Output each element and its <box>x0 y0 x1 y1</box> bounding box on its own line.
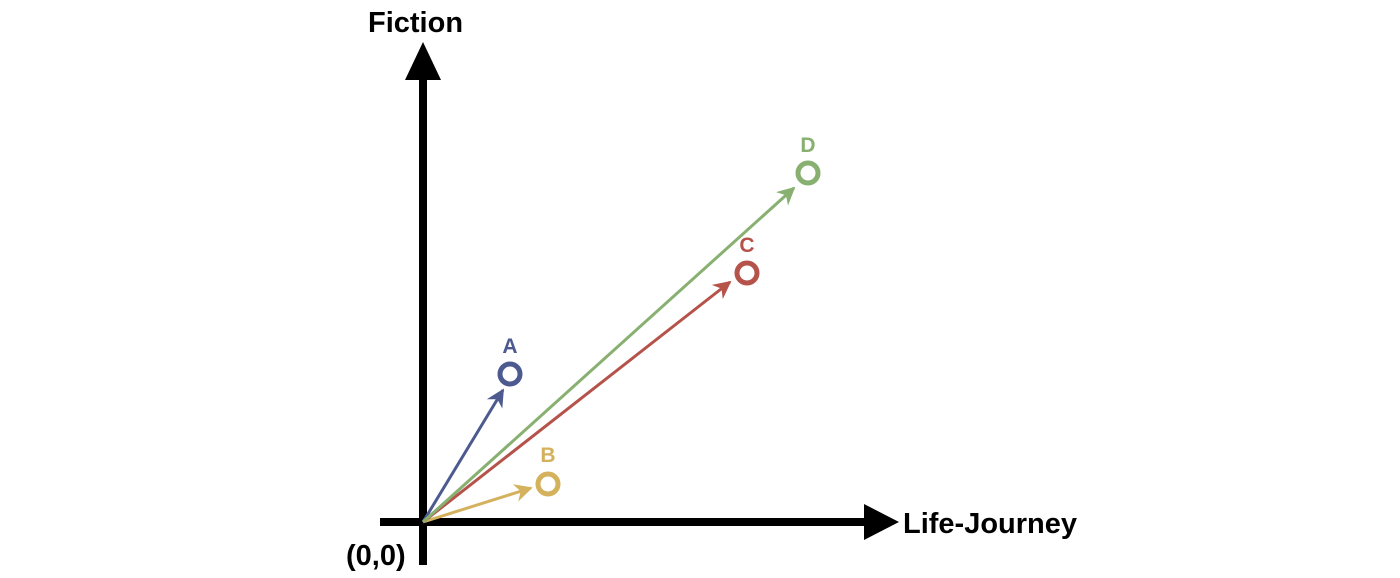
x-axis-label: Life-Journey <box>903 508 1077 540</box>
vector-b: B <box>422 444 561 524</box>
vector-a-point <box>497 361 523 387</box>
vector-d-label: D <box>800 134 815 157</box>
axes: Fiction Life-Journey (0,0) <box>346 7 1077 572</box>
vector-c-arrow <box>422 280 732 524</box>
vector-a: A <box>421 335 523 523</box>
x-axis-arrowhead <box>864 504 899 540</box>
vector-b-label: B <box>540 444 555 467</box>
vector-d-arrow <box>421 186 796 524</box>
vector-c: C <box>422 234 760 524</box>
vector-a-arrow <box>421 388 505 523</box>
y-axis-arrowhead <box>405 42 441 80</box>
vector-d: D <box>421 134 821 524</box>
origin-label: (0,0) <box>346 540 406 572</box>
vector-c-point <box>734 260 760 286</box>
vector-b-arrow <box>422 484 533 524</box>
vector-c-label: C <box>739 234 754 257</box>
vector-a-label: A <box>502 335 517 358</box>
y-axis-label: Fiction <box>368 7 463 39</box>
vector-d-point <box>795 160 821 186</box>
vector-b-point <box>535 471 561 497</box>
